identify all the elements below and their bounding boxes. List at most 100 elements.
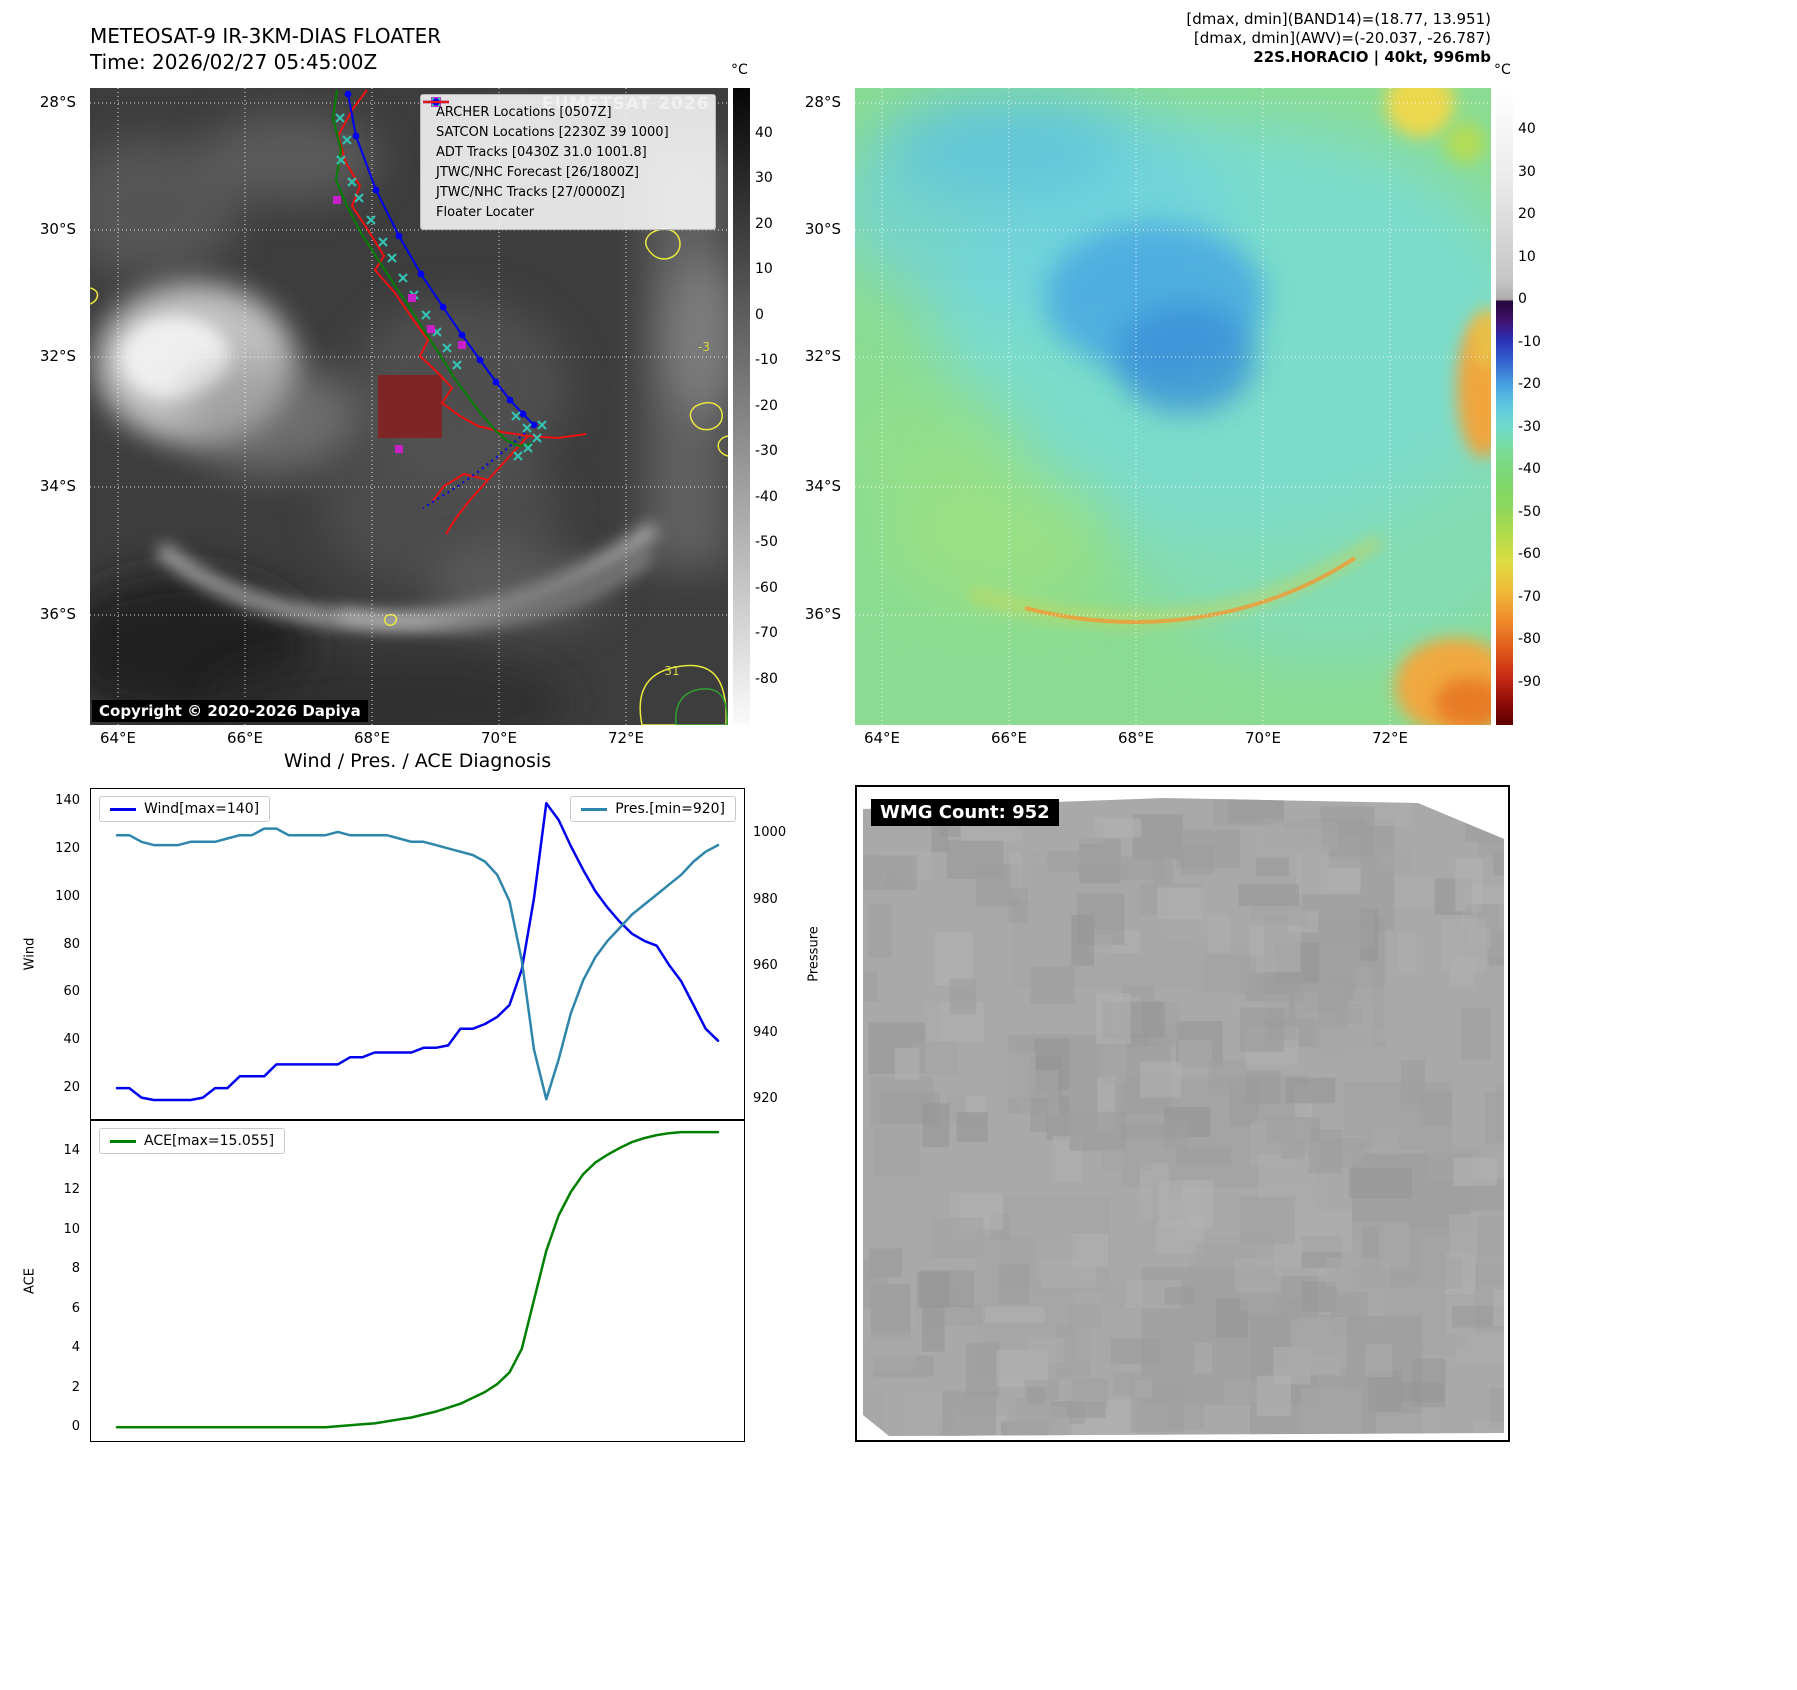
legend-item: SATCON Locations [2230Z 39 1000] <box>430 97 706 142</box>
axis-tick-label: 100 <box>55 888 80 904</box>
colorbar-tick-label: -10 <box>755 352 778 368</box>
pressure-axis-ticks: 920 940 960 980 1000 <box>749 788 797 1120</box>
colorbar-tick-label: -60 <box>755 579 778 596</box>
colorbar-tick-label: -70 <box>1518 588 1541 605</box>
legend-label: ARCHER Locations [0507Z] <box>436 104 612 120</box>
band14-stats: [dmax, dmin](BAND14)=(18.77, 13.951) <box>1186 10 1491 28</box>
colorbar-tick-label: -40 <box>755 488 778 505</box>
lon-tick-label: 72°E <box>1371 729 1409 747</box>
axis-tick-label: 80 <box>63 936 80 952</box>
legend-label: Floater Locater <box>436 204 535 220</box>
inner-contour <box>674 688 728 725</box>
ace-axis-ticks: 0 2 4 6 8 10 12 14 <box>44 1120 84 1442</box>
colorbar-tick-label: -30 <box>755 443 778 459</box>
awv-colorbar <box>1496 88 1513 725</box>
legend-label: JTWC/NHC Forecast [26/1800Z] <box>436 164 639 180</box>
awv-color-image <box>855 88 1491 725</box>
diagnosis-title: Wind / Pres. / ACE Diagnosis <box>283 750 552 772</box>
legend-item: ARCHER Locations [0507Z] <box>430 97 706 122</box>
lon-tick-label: 66°E <box>990 729 1028 747</box>
awv-latitude-axis: 28°S 30°S 32°S 34°S 36°S <box>779 88 847 725</box>
ir-tracks-overlay <box>90 88 728 725</box>
pressure-legend-label: Pres.[min=920] <box>615 801 725 817</box>
colorbar-tick-label: -50 <box>755 534 778 550</box>
contour-value-label: -31 <box>660 664 680 678</box>
lat-tick-label: 32°S <box>804 347 841 365</box>
colorbar-tick-label: 30 <box>755 170 773 186</box>
ir-latitude-axis: 28°S 30°S 32°S 34°S 36°S <box>14 88 82 725</box>
lat-tick-label: 30°S <box>39 220 76 238</box>
axis-tick-label: 960 <box>753 958 778 974</box>
colorbar-tick-label: 40 <box>755 124 773 141</box>
ace-chart: ACE[max=15.055] <box>90 1120 745 1442</box>
lon-tick-label: 70°E <box>1244 729 1282 747</box>
legend-item: JTWC/NHC Forecast [26/1800Z] <box>423 100 706 182</box>
temperature-contours <box>90 228 728 725</box>
wind-pressure-chart: Wind[max=140] Pres.[min=920] <box>90 788 745 1120</box>
legend-label: ADT Tracks [0430Z 31.0 1001.8] <box>436 144 647 160</box>
lon-tick-label: 70°E <box>480 729 518 747</box>
lon-tick-label: 72°E <box>607 729 645 747</box>
lon-tick-label: 66°E <box>226 729 264 747</box>
axis-tick-label: 140 <box>55 793 80 809</box>
wmg-count-label: WMG Count: 952 <box>871 799 1059 826</box>
axis-tick-label: 940 <box>753 1024 778 1040</box>
axis-tick-label: 1000 <box>753 825 787 841</box>
lon-tick-label: 68°E <box>1117 729 1155 747</box>
axis-tick-label: 0 <box>71 1419 80 1435</box>
colorbar-tick-label: 30 <box>1518 163 1536 180</box>
legend-item: JTWC/NHC Tracks [27/0000Z] <box>423 98 706 202</box>
colorbar-tick-label: -70 <box>755 625 778 641</box>
lat-tick-label: 36°S <box>804 605 841 623</box>
lat-tick-label: 30°S <box>804 220 841 238</box>
axis-tick-label: 920 <box>753 1091 778 1107</box>
copyright-label: Copyright © 2020-2026 Dapiya <box>92 700 368 722</box>
lat-tick-label: 34°S <box>39 477 76 495</box>
awv-colorbar-ticks: 40 30 20 10 0 -10 -20 -30 -40 -50 -60 -70 -80 -90 <box>1518 88 1564 725</box>
axis-tick-label: 12 <box>63 1182 80 1198</box>
colorbar-tick-label: -30 <box>1518 418 1541 435</box>
colorbar-tick-label: -90 <box>1518 673 1541 690</box>
pressure-line-swatch <box>581 807 608 811</box>
wind-line-swatch <box>110 807 136 811</box>
storm-id-intensity: 22S.HORACIO | 40kt, 996mb <box>1253 48 1491 66</box>
legend-item: ADT Tracks [0430Z 31.0 1001.8] <box>423 100 706 162</box>
map-legend: ARCHER Locations [0507Z] SATCON Locations… <box>420 94 716 230</box>
axis-tick-label: 14 <box>63 1142 80 1158</box>
lat-tick-label: 32°S <box>39 347 76 365</box>
axis-tick-label: 120 <box>55 841 80 857</box>
colorbar-tick-label: -80 <box>1518 631 1541 648</box>
lon-tick-label: 64°E <box>99 729 137 747</box>
colorbar-tick-label: 0 <box>1518 291 1527 308</box>
ace-legend-label: ACE[max=15.055] <box>144 1133 275 1149</box>
colorbar-tick-label: 40 <box>1518 121 1536 138</box>
lat-tick-label: 36°S <box>39 605 76 623</box>
ace-axis-label: ACE <box>22 1268 38 1294</box>
wind-axis-label: Wind <box>22 937 38 971</box>
ir-longitude-axis: 64°E 66°E 68°E 70°E 72°E <box>90 729 728 751</box>
contour-value-label: -3 <box>698 340 710 354</box>
colorbar-tick-label: 20 <box>755 215 773 232</box>
awv-stats: [dmax, dmin](AWV)=(-20.037, -26.787) <box>1193 29 1491 47</box>
awv-colorbar-unit: °C <box>1494 62 1511 78</box>
legend-label: SATCON Locations [2230Z 39 1000] <box>436 124 669 140</box>
colorbar-tick-label: -20 <box>1518 376 1541 393</box>
awv-grid-overlay <box>855 88 1491 725</box>
lon-tick-label: 68°E <box>353 729 391 747</box>
wmg-mosaic-image <box>863 798 1504 1436</box>
axis-tick-label: 6 <box>71 1300 80 1316</box>
wind-legend-label: Wind[max=140] <box>144 801 260 817</box>
lat-tick-label: 34°S <box>804 477 841 495</box>
awv-color-art <box>855 88 1491 725</box>
colorbar-tick-label: -60 <box>1518 546 1541 563</box>
axis-tick-label: 40 <box>63 1032 80 1048</box>
colorbar-tick-label: 0 <box>755 306 764 323</box>
axis-tick-label: 980 <box>753 891 778 907</box>
colorbar-tick-label: -50 <box>1518 503 1541 520</box>
axis-tick-label: 4 <box>71 1340 80 1356</box>
lat-tick-label: 28°S <box>804 93 841 111</box>
colorbar-tick-label: -20 <box>755 397 778 414</box>
colorbar-tick-label: 10 <box>755 261 773 277</box>
ir-satellite-image: EUMETSAT 2026 ARCHER Locations [0507Z]SA… <box>90 88 728 725</box>
